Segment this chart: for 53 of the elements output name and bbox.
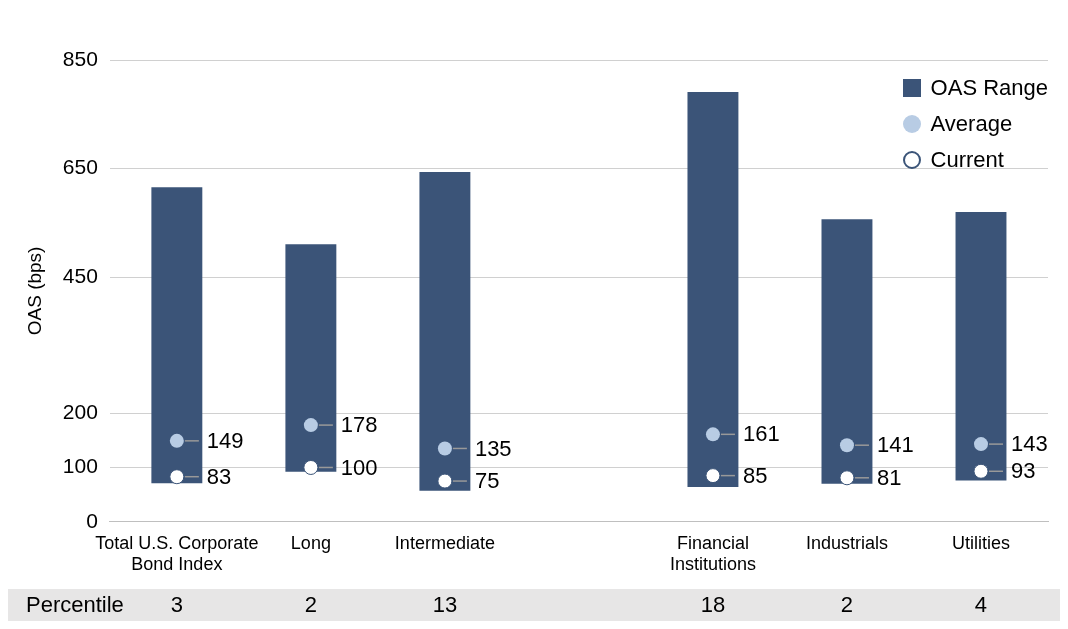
data-label: 85 (742, 462, 768, 488)
bar (285, 244, 337, 472)
x-tick-label: Total U.S. Corporate Bond Index (95, 532, 259, 575)
text: 13 (432, 592, 458, 618)
bar (955, 212, 1007, 481)
x-tick-label: Long (290, 532, 331, 553)
text: Percentile (26, 592, 124, 618)
data-label: 75 (474, 468, 500, 494)
legend-label: OAS Range (930, 75, 1048, 101)
text: 3 (170, 592, 183, 618)
data-label: 81 (876, 464, 902, 490)
text: 4 (974, 592, 988, 618)
data-label: 149 (206, 427, 244, 453)
point (437, 473, 453, 489)
y-tick-label: 850 (62, 46, 98, 70)
legend-label: Average (930, 111, 1013, 137)
bar (419, 171, 471, 491)
data-label: 83 (206, 463, 232, 489)
bar (687, 92, 739, 488)
text: 2 (304, 592, 317, 618)
data-label: 161 (742, 421, 780, 447)
point (303, 459, 319, 475)
data-label: 143 (1010, 431, 1048, 457)
data-label: 100 (340, 454, 378, 480)
y-tick-label: 0 (86, 508, 98, 532)
bar (151, 187, 203, 484)
legend-label: Current (930, 147, 1004, 173)
point (169, 433, 184, 448)
point (437, 441, 452, 456)
text: 18 (700, 592, 726, 618)
y-tick-label: 200 (62, 399, 98, 423)
y-tick-label: 450 (62, 264, 98, 288)
text: 2 (840, 592, 854, 618)
x-tick-label: Industrials (805, 532, 888, 553)
data-label: 178 (340, 412, 378, 438)
point (839, 438, 854, 453)
point (973, 437, 988, 452)
y-tick-label: 100 (62, 454, 98, 478)
y-axis-title: OAS (bps) (23, 246, 45, 336)
data-label: 135 (474, 435, 512, 461)
point (973, 463, 989, 479)
x-tick-label: Utilities (951, 532, 1010, 553)
data-label: 141 (876, 432, 914, 458)
point (303, 418, 318, 433)
x-tick-label: Financial Institutions (669, 532, 756, 575)
data-label: 93 (1010, 458, 1036, 484)
point (705, 427, 720, 442)
point (169, 469, 185, 485)
point (839, 470, 855, 486)
x-tick-label: Intermediate (394, 532, 495, 553)
point (705, 468, 721, 484)
bar (821, 219, 873, 484)
y-tick-label: 650 (62, 155, 98, 179)
